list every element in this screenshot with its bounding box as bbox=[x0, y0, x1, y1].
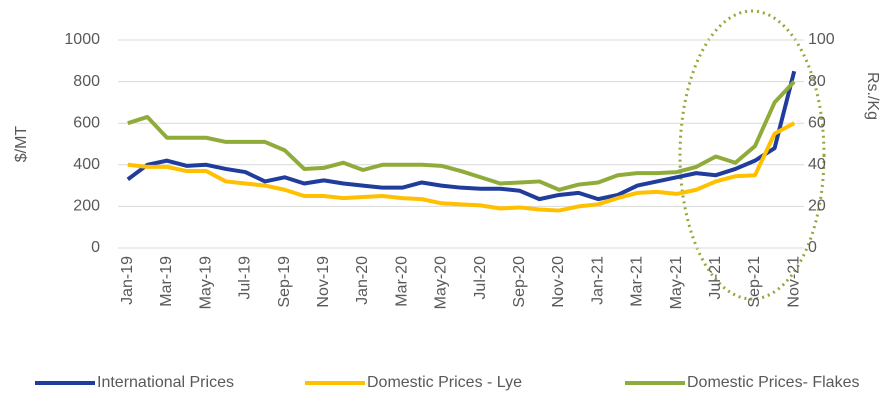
y2-tick-label: 60 bbox=[808, 114, 826, 131]
y2-tick-label: 0 bbox=[808, 239, 817, 256]
x-tick-label: Jul-20 bbox=[472, 256, 489, 300]
y-tick-label: 800 bbox=[73, 73, 100, 90]
x-tick-label: May-20 bbox=[433, 256, 450, 309]
x-tick-label: Jul-21 bbox=[707, 256, 724, 300]
highlight-ellipse bbox=[678, 9, 826, 301]
x-tick-label: Nov-19 bbox=[315, 256, 332, 308]
y-tick-label: 400 bbox=[73, 156, 100, 173]
x-tick-label: Jan-21 bbox=[589, 256, 606, 305]
x-tick-label: Mar-21 bbox=[629, 256, 646, 307]
y-axis-title: $/MT bbox=[13, 126, 30, 163]
series-line bbox=[127, 80, 796, 192]
x-tick-label: Jan-20 bbox=[354, 256, 371, 305]
x-tick-label: Mar-19 bbox=[158, 256, 175, 307]
x-tick-label: Nov-21 bbox=[785, 256, 802, 308]
y-tick-label: 0 bbox=[91, 239, 100, 256]
y-tick-label: 600 bbox=[73, 114, 100, 131]
y2-axis-title: Rs./Kg bbox=[864, 72, 881, 120]
y-tick-label: 1000 bbox=[64, 31, 100, 48]
y2-tick-label: 40 bbox=[808, 156, 826, 173]
x-tick-label: Jan-19 bbox=[119, 256, 136, 305]
y2-tick-label: 20 bbox=[808, 198, 826, 215]
y-tick-label: 200 bbox=[73, 198, 100, 215]
legend-label: Domestic Prices - Lye bbox=[367, 374, 522, 391]
legend-label: International Prices bbox=[97, 374, 234, 391]
x-tick-label: Sep-19 bbox=[276, 256, 293, 308]
y2-tick-label: 80 bbox=[808, 73, 826, 90]
x-tick-label: Jul-19 bbox=[237, 256, 254, 300]
x-tick-label: Sep-21 bbox=[746, 256, 763, 308]
x-tick-label: May-21 bbox=[668, 256, 685, 309]
series-line bbox=[126, 70, 797, 202]
x-tick-label: Sep-20 bbox=[511, 256, 528, 308]
series-line bbox=[127, 121, 796, 213]
legend-label: Domestic Prices- Flakes bbox=[687, 374, 859, 391]
x-tick-label: Nov-20 bbox=[550, 256, 567, 308]
y2-tick-label: 100 bbox=[808, 31, 835, 48]
x-tick-label: Mar-20 bbox=[393, 256, 410, 307]
x-tick-label: May-19 bbox=[197, 256, 214, 309]
